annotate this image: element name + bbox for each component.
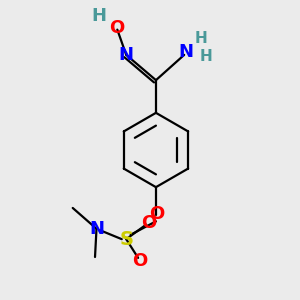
Text: O: O — [149, 205, 164, 223]
Text: N: N — [89, 220, 104, 238]
Text: O: O — [132, 253, 147, 271]
Text: S: S — [119, 230, 133, 249]
Text: N: N — [178, 43, 193, 61]
Text: H: H — [194, 31, 207, 46]
Text: H: H — [200, 49, 213, 64]
Text: O: O — [141, 214, 156, 232]
Text: O: O — [109, 19, 124, 37]
Text: H: H — [92, 7, 106, 25]
Text: N: N — [119, 46, 134, 64]
